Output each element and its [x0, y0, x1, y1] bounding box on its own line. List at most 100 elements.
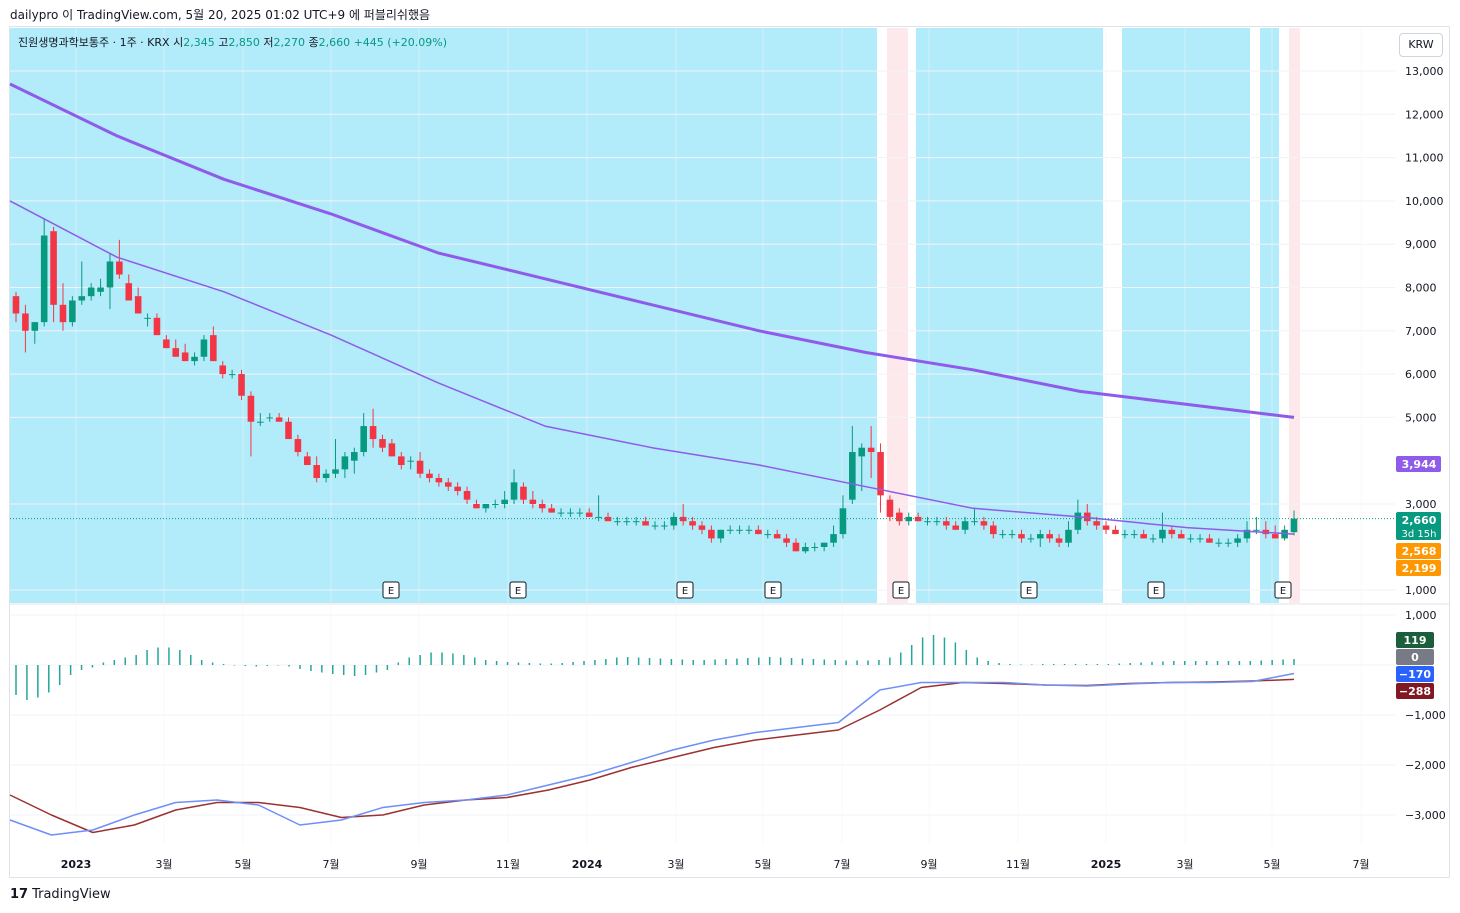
candle-body [106, 261, 114, 288]
candle-body [313, 465, 320, 479]
x-tick-label: 9월 [410, 858, 427, 871]
pink-band-0 [887, 28, 908, 603]
candle-body [1243, 529, 1251, 539]
candle-body [924, 521, 931, 523]
macd-y-tick-label: −3,000 [1405, 809, 1446, 822]
candle-body [266, 417, 274, 419]
candle-body [1271, 534, 1279, 539]
x-tick-label: 7월 [322, 858, 339, 871]
high-label: 고 [218, 36, 229, 49]
y-tick-label: 5,000 [1405, 411, 1437, 424]
open-label: 시 [173, 36, 184, 49]
candle-body [755, 529, 762, 535]
candle-body [369, 426, 377, 440]
candle-body [444, 482, 452, 487]
x-tick-label: 3월 [667, 858, 684, 871]
earnings-marker [892, 581, 910, 599]
candle-body [463, 491, 471, 500]
y-tick-label: 1,000 [1405, 584, 1437, 597]
candle-body [510, 482, 518, 500]
earnings-marker [676, 581, 694, 599]
candle-body [839, 508, 847, 535]
candle-body [228, 374, 236, 376]
candle-body [1093, 521, 1100, 526]
candle-body [858, 447, 866, 457]
candle-body [50, 231, 57, 305]
low-label: 저 [263, 36, 274, 49]
y-tick-label: 11,000 [1405, 152, 1444, 165]
candle-body [1130, 534, 1138, 536]
candle-body [426, 473, 433, 479]
y-tick-label: 13,000 [1405, 65, 1444, 78]
candle-body [1253, 529, 1260, 531]
x-tick-label: 2024 [572, 858, 603, 871]
candle-body [116, 261, 123, 275]
candle-body [990, 525, 997, 535]
candle-body [482, 504, 490, 509]
candle-body [933, 521, 941, 523]
candle-body [87, 287, 95, 297]
macd-value-label: 119 [1404, 634, 1427, 647]
low-value: 2,270 [273, 36, 305, 49]
candle-body [275, 417, 283, 422]
candle-body [22, 313, 29, 331]
price-label: 2,568 [1402, 545, 1437, 558]
candle-body [40, 235, 48, 323]
candle-body [125, 283, 133, 301]
candle-body [670, 516, 678, 526]
candle-body [943, 521, 950, 526]
earnings-marker [764, 581, 782, 599]
candle-body [520, 486, 527, 500]
candle-body [219, 365, 227, 375]
candle-body [614, 521, 621, 523]
candle-body [604, 516, 612, 522]
candle-body [679, 516, 687, 522]
candle-body [708, 529, 715, 539]
candle-body [726, 529, 734, 531]
macd-value-box [1396, 649, 1434, 665]
x-tick-label: 3월 [155, 858, 172, 871]
currency-button[interactable]: KRW [1399, 33, 1443, 57]
candle-body [1018, 534, 1025, 539]
candle-body [78, 296, 86, 301]
candle-body [1177, 534, 1185, 539]
candle-body [1206, 538, 1213, 543]
candle-body [952, 525, 959, 530]
close-value: 2,660 [318, 36, 351, 49]
price-label-box [1396, 560, 1441, 576]
candle-body [97, 287, 104, 292]
candle-body [360, 426, 367, 453]
y-tick-label: 6,000 [1405, 368, 1437, 381]
candle-body [802, 547, 809, 552]
candle-body [783, 538, 790, 543]
candle-body [491, 504, 499, 505]
brand-name: TradingView [32, 887, 111, 902]
macd-y-tick-label: 1,000 [1405, 609, 1437, 622]
candle-body [529, 499, 537, 504]
earnings-marker [1020, 581, 1038, 599]
earnings-marker-label: E [1280, 586, 1286, 597]
candle-body [163, 339, 170, 349]
candle-body [407, 460, 414, 462]
candle-body [557, 512, 565, 514]
x-tick-label: 11월 [1006, 858, 1030, 871]
candle-body [191, 356, 198, 362]
candle-body [867, 447, 875, 453]
footer-brand[interactable]: 17 TradingView [10, 887, 111, 902]
y-tick-label: 8,000 [1405, 282, 1437, 295]
earnings-marker [1274, 581, 1292, 599]
candle-body [1140, 534, 1147, 539]
candle-body [1008, 534, 1016, 536]
candle-body [1290, 518, 1298, 533]
candle-body [980, 521, 988, 526]
x-tick-label: 7월 [1352, 858, 1369, 871]
candle-body [1102, 525, 1110, 530]
macd-value-label: −288 [1399, 685, 1431, 698]
close-label: 종 [308, 36, 319, 49]
x-tick-label: 9월 [920, 858, 937, 871]
candle-body [820, 542, 828, 547]
macd-value-box [1396, 666, 1434, 682]
x-tick-label: 5월 [1263, 858, 1280, 871]
candle-body [538, 504, 546, 509]
